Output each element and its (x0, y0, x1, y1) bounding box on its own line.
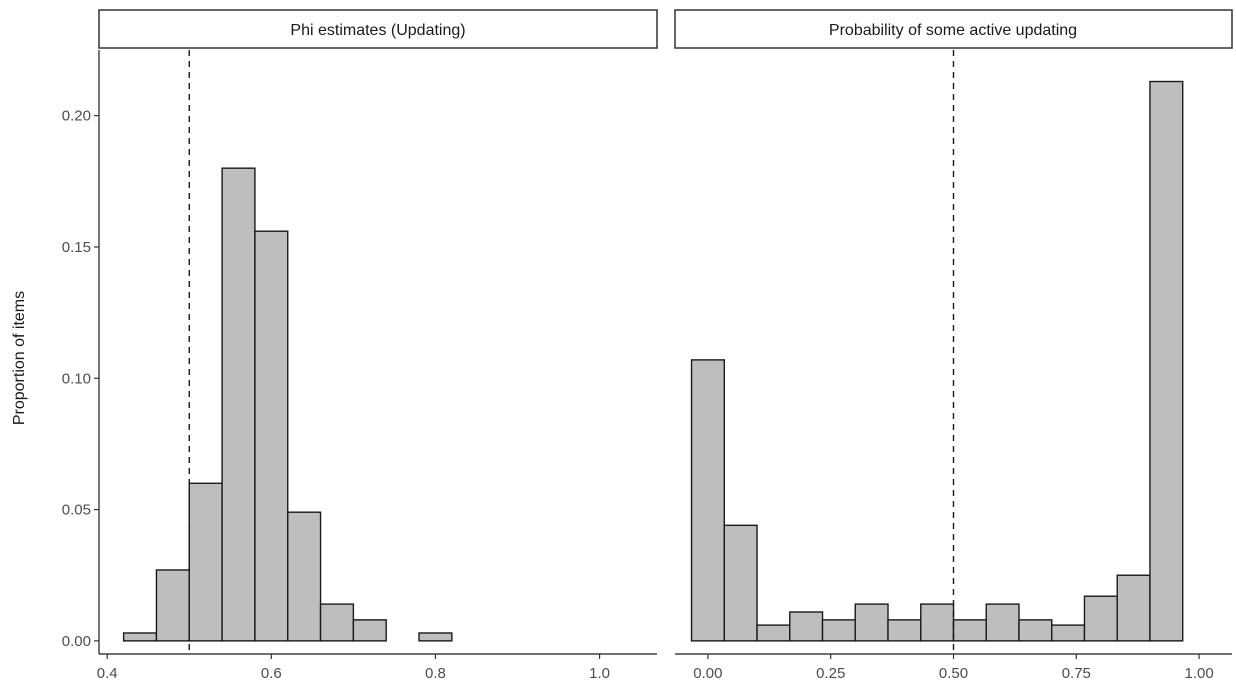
histogram-bar (952, 619, 987, 642)
histogram-bar (287, 511, 322, 642)
histogram-bar (690, 359, 725, 642)
histogram-bar (418, 632, 453, 642)
histogram-bar (821, 619, 856, 642)
panel-probability-x-axis: 0.00 0.25 0.50 0.75 1.00 (675, 653, 1232, 682)
panel-probability: Probability of some active updating 0.00… (674, 9, 1233, 682)
histogram-bar (723, 524, 758, 642)
histogram-bar (1083, 595, 1118, 642)
y-tick-label: 0.10 (62, 370, 91, 387)
panel-probability-strip (674, 9, 1233, 49)
histogram-bar (1149, 80, 1184, 642)
x-tick-label: 0.50 (939, 665, 968, 682)
histogram-bar (1018, 619, 1053, 642)
panel-phi-bars (122, 50, 453, 654)
x-tick-label: 0.4 (97, 665, 118, 682)
histogram-bar (920, 603, 955, 642)
histogram-bar (887, 619, 922, 642)
x-tick-label: 0.00 (693, 665, 722, 682)
histogram-bar (155, 569, 190, 642)
panel-probability-title: Probability of some active updating (829, 22, 1077, 39)
panel-phi-title: Phi estimates (Updating) (290, 22, 465, 39)
x-tick-label: 0.8 (425, 665, 446, 682)
x-tick-label: 1.0 (589, 665, 610, 682)
panel-probability-bars (690, 50, 1184, 654)
histogram-bar (789, 611, 824, 642)
x-tick-label: 0.25 (816, 665, 845, 682)
y-tick-label: 0.05 (62, 502, 91, 519)
histogram-bar (756, 624, 791, 642)
histogram-bar (854, 603, 889, 642)
x-tick-label: 0.6 (261, 665, 282, 682)
y-axis-title: Proportion of items (11, 291, 28, 425)
x-tick-label: 0.75 (1062, 665, 1091, 682)
histogram-bar (221, 167, 256, 642)
histogram-bar (1116, 574, 1151, 642)
panel-phi: Phi estimates (Updating) 0.4 0.6 0.8 1.0 (97, 9, 658, 682)
histogram-bar (352, 619, 387, 642)
panel-phi-strip (98, 9, 658, 49)
histogram-bar (254, 230, 289, 642)
panel-phi-x-axis: 0.4 0.6 0.8 1.0 (97, 653, 657, 682)
x-tick-label: 1.00 (1184, 665, 1213, 682)
y-tick-label: 0.00 (62, 633, 91, 650)
histogram-bar (188, 482, 223, 642)
y-tick-label: 0.15 (62, 239, 91, 256)
histogram-bar (319, 603, 355, 642)
histogram-bar (1051, 624, 1086, 642)
histogram-bar (985, 603, 1020, 642)
y-tick-label: 0.20 (62, 108, 91, 125)
y-axis: 0.00 0.05 0.10 0.15 0.20 (62, 50, 100, 654)
histogram-bar (122, 632, 158, 642)
